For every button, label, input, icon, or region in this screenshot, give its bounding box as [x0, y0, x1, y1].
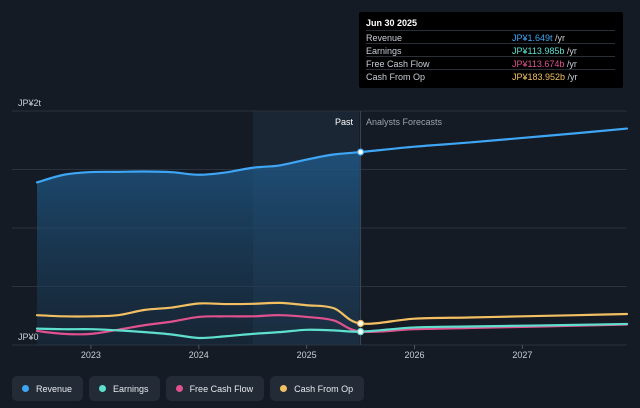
tooltip-row-value: JP¥1.649t /yr	[512, 33, 566, 43]
x-tick-label: 2026	[404, 350, 424, 360]
x-tick-label: 2023	[81, 350, 101, 360]
x-tick-label: 2024	[189, 350, 209, 360]
revenue-line	[35, 127, 629, 184]
tooltip-row-label: Free Cash Flow	[366, 59, 430, 69]
tooltip-row-revenue: Revenue JP¥1.649t /yr	[366, 30, 615, 44]
revenue-marker	[356, 148, 365, 156]
x-axis-ticks: 2023 2024 2025 2026 2027	[81, 345, 532, 360]
past-label: Past	[335, 117, 354, 127]
legend-item-earnings[interactable]: Earnings	[89, 376, 160, 401]
chart-svg: JP¥2t JP¥0 Past Analysts Forecasts 2023 2…	[12, 98, 629, 360]
revenue-area	[37, 152, 361, 345]
revenue-area	[37, 152, 361, 345]
cash-from-op-line	[35, 301, 629, 325]
series-markers	[356, 148, 365, 336]
tooltip-row-label: Revenue	[366, 33, 403, 43]
tooltip-row-earnings: Earnings JP¥113.985b /yr	[366, 43, 615, 57]
tooltip-row-value: JP¥183.952b /yr	[512, 72, 578, 82]
tooltip-date: Jun 30 2025	[366, 18, 418, 28]
legend-item-cash-from-op[interactable]: Cash From Op	[270, 376, 365, 401]
earnings-line	[35, 322, 629, 340]
tooltip: Jun 30 2025 Revenue JP¥1.649t /yr Earnin…	[359, 12, 623, 88]
series-lines	[35, 127, 629, 340]
tooltip-row-label: Cash From Op	[366, 72, 426, 82]
tooltip-row-label: Earnings	[366, 46, 402, 56]
y-axis-bottom-label: JP¥0	[18, 332, 39, 342]
x-tick-label: 2027	[512, 350, 532, 360]
tooltip-row-free-cash-flow: Free Cash Flow JP¥113.674b /yr	[366, 56, 615, 70]
legend-dot	[175, 385, 183, 392]
tooltip-row-value: JP¥113.674b /yr	[512, 59, 577, 69]
legend-item-free-cash-flow[interactable]: Free Cash Flow	[165, 376, 265, 401]
legend: Revenue Earnings Free Cash Flow Cash Fro…	[12, 376, 365, 401]
tooltip-row-cash-from-op: Cash From Op JP¥183.952b /yr	[366, 69, 615, 83]
x-tick-label: 2025	[297, 350, 317, 360]
y-axis-top-label: JP¥2t	[18, 98, 42, 108]
forecast-label: Analysts Forecasts	[366, 117, 443, 127]
legend-item-revenue[interactable]: Revenue	[12, 376, 84, 401]
legend-label: Revenue	[36, 383, 73, 394]
legend-dot	[99, 385, 107, 392]
legend-dot	[280, 385, 288, 392]
cash-from-op-marker	[356, 319, 365, 328]
legend-label: Free Cash Flow	[189, 383, 254, 394]
legend-dot	[22, 385, 29, 392]
earnings-marker	[356, 328, 365, 336]
tooltip-row-value: JP¥113.985b /yr	[512, 46, 577, 56]
legend-label: Earnings	[113, 383, 149, 394]
legend-label: Cash From Op	[294, 383, 354, 394]
